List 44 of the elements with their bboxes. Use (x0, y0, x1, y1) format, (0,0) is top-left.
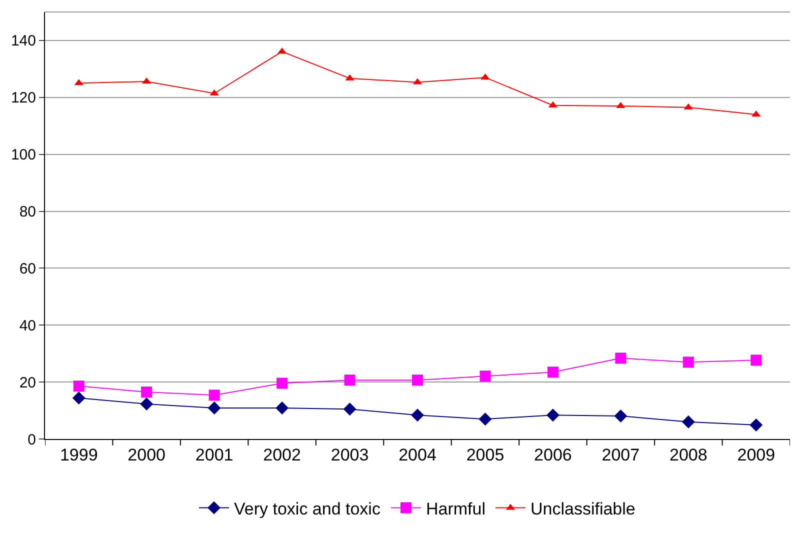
x-tick-label: 2008 (669, 445, 708, 464)
legend-label: Very toxic and toxic (234, 499, 381, 518)
point (411, 408, 424, 422)
point (547, 366, 558, 378)
point (614, 409, 628, 422)
point (208, 401, 221, 414)
y-tick-label: 120 (10, 90, 36, 107)
x-tick-label: 2000 (128, 445, 166, 464)
legend-label: Harmful (426, 499, 486, 518)
point (208, 390, 220, 401)
point (480, 370, 491, 382)
point (72, 392, 86, 405)
x-tick-label: 2004 (398, 445, 436, 464)
point (343, 402, 356, 416)
y-tick-label: 100 (10, 146, 36, 164)
point (276, 378, 288, 389)
y-tick-label: 140 (10, 32, 36, 50)
x-tick-label: 1999 (60, 445, 98, 464)
x-tick-label: 2003 (330, 445, 369, 464)
point (140, 397, 154, 410)
x-tick-label: 2005 (466, 445, 504, 464)
point (682, 415, 695, 428)
point (276, 401, 289, 414)
x-tick-label: 2006 (534, 445, 572, 464)
x-tick-label: 2007 (602, 445, 640, 464)
legend-label: Unclassifiable (530, 499, 636, 518)
y-tick-label: 0 (28, 431, 36, 448)
point (412, 374, 423, 386)
x-tick-label: 2001 (195, 445, 234, 464)
y-tick-label: 80 (19, 204, 36, 221)
point (615, 352, 626, 364)
point (73, 380, 84, 392)
point (141, 386, 152, 398)
point (750, 354, 762, 366)
y-tick-label: 40 (19, 317, 36, 334)
y-tick-label: 20 (19, 374, 36, 392)
point (478, 412, 492, 426)
y-tick-label: 60 (19, 260, 36, 278)
x-tick-label: 2009 (737, 445, 776, 464)
point (344, 374, 356, 386)
point (750, 418, 763, 432)
point (682, 356, 694, 368)
x-tick-label: 2002 (263, 445, 301, 464)
point (546, 408, 560, 422)
